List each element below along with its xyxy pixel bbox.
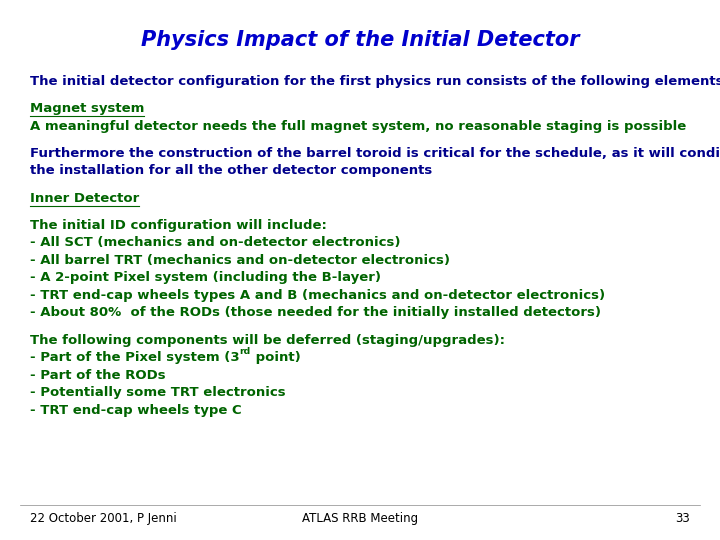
Text: The initial detector configuration for the first physics run consists of the fol: The initial detector configuration for t… xyxy=(30,75,720,88)
Text: ATLAS RRB Meeting: ATLAS RRB Meeting xyxy=(302,512,418,525)
Text: - Part of the RODs: - Part of the RODs xyxy=(30,369,166,382)
Text: 22 October 2001, P Jenni: 22 October 2001, P Jenni xyxy=(30,512,176,525)
Text: point): point) xyxy=(251,351,301,364)
Text: the installation for all the other detector components: the installation for all the other detec… xyxy=(30,165,432,178)
Text: The following components will be deferred (staging/upgrades):: The following components will be deferre… xyxy=(30,334,505,347)
Text: Furthermore the construction of the barrel toroid is critical for the schedule, : Furthermore the construction of the barr… xyxy=(30,147,720,160)
Text: 33: 33 xyxy=(675,512,690,525)
Text: - TRT end-cap wheels types A and B (mechanics and on-detector electronics): - TRT end-cap wheels types A and B (mech… xyxy=(30,289,605,302)
Text: - All barrel TRT (mechanics and on-detector electronics): - All barrel TRT (mechanics and on-detec… xyxy=(30,254,450,267)
Text: - TRT end-cap wheels type C: - TRT end-cap wheels type C xyxy=(30,403,242,416)
Text: - About 80%  of the RODs (those needed for the initially installed detectors): - About 80% of the RODs (those needed fo… xyxy=(30,306,601,319)
Text: - A 2-point Pixel system (including the B-layer): - A 2-point Pixel system (including the … xyxy=(30,272,381,285)
Text: Physics Impact of the Initial Detector: Physics Impact of the Initial Detector xyxy=(140,30,580,50)
Text: - Potentially some TRT electronics: - Potentially some TRT electronics xyxy=(30,386,286,399)
Text: A meaningful detector needs the full magnet system, no reasonable staging is pos: A meaningful detector needs the full mag… xyxy=(30,120,686,133)
Text: Inner Detector: Inner Detector xyxy=(30,192,139,205)
Text: The initial ID configuration will include:: The initial ID configuration will includ… xyxy=(30,219,327,232)
Text: - Part of the Pixel system (3: - Part of the Pixel system (3 xyxy=(30,351,240,364)
Text: rd: rd xyxy=(240,347,251,356)
Text: - All SCT (mechanics and on-detector electronics): - All SCT (mechanics and on-detector ele… xyxy=(30,237,400,249)
Text: Magnet system: Magnet system xyxy=(30,102,145,115)
